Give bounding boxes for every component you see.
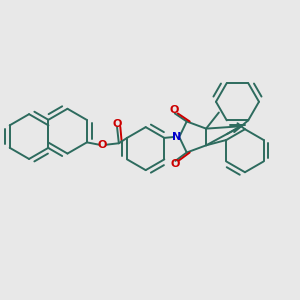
- Text: O: O: [170, 160, 179, 170]
- Text: O: O: [112, 119, 122, 129]
- Text: O: O: [98, 140, 107, 150]
- Text: O: O: [169, 104, 179, 115]
- Text: N: N: [172, 132, 181, 142]
